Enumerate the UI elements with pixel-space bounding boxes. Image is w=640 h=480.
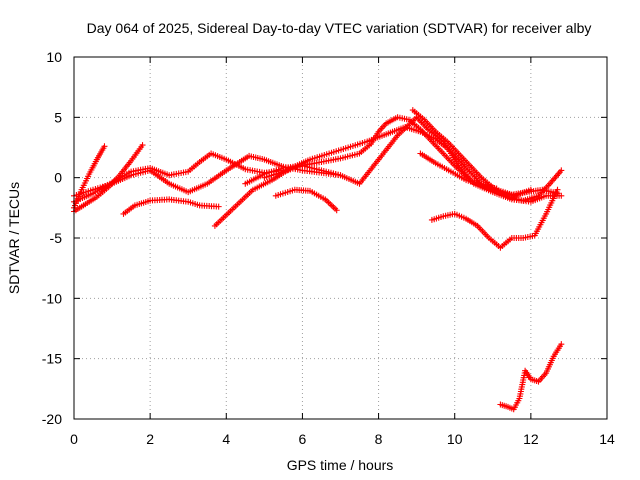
series-point-markers <box>120 196 222 217</box>
x-tick-label: 12 <box>523 431 539 447</box>
grid <box>74 57 607 419</box>
series-point-markers <box>497 341 565 413</box>
x-axis-label: GPS time / hours <box>287 457 394 473</box>
x-tick-label: 14 <box>599 431 615 447</box>
series-point-markers <box>71 142 146 215</box>
series-point-markers <box>428 186 561 251</box>
series-point-markers <box>417 150 500 192</box>
series-arc-11 <box>428 186 561 251</box>
x-tick-label: 4 <box>222 431 230 447</box>
series-arc-13 <box>497 341 565 413</box>
x-axis-tick-labels: 0 2 4 6 8 10 12 14 <box>70 431 615 447</box>
y-tick-label: -5 <box>50 230 63 246</box>
axis-ticks <box>73 56 608 420</box>
plot-area <box>71 107 565 413</box>
y-tick-label: -20 <box>42 411 62 427</box>
series-arc-5 <box>120 196 222 217</box>
series-point-markers <box>272 186 340 214</box>
series-point-markers <box>71 152 344 199</box>
y-tick-label: 5 <box>54 109 62 125</box>
x-tick-label: 8 <box>375 431 383 447</box>
series-arc-10 <box>409 107 565 204</box>
x-tick-label: 10 <box>447 431 463 447</box>
series-arc-2 <box>71 142 146 215</box>
y-tick-label: -15 <box>42 351 62 367</box>
y-axis-label: SDTVAR / TECUs <box>6 182 22 294</box>
series-arc-4 <box>71 152 344 199</box>
series-arc-12 <box>417 150 500 192</box>
x-tick-label: 6 <box>299 431 307 447</box>
x-tick-label: 2 <box>146 431 154 447</box>
y-axis-tick-labels: -20 -15 -10 -5 0 5 10 <box>42 49 62 427</box>
y-tick-label: 10 <box>46 49 62 65</box>
chart-title: Day 064 of 2025, Sidereal Day-to-day VTE… <box>87 20 592 36</box>
y-tick-label: 0 <box>54 170 62 186</box>
x-tick-label: 0 <box>70 431 78 447</box>
y-tick-label: -10 <box>42 290 62 306</box>
series-arc-9 <box>272 186 340 214</box>
